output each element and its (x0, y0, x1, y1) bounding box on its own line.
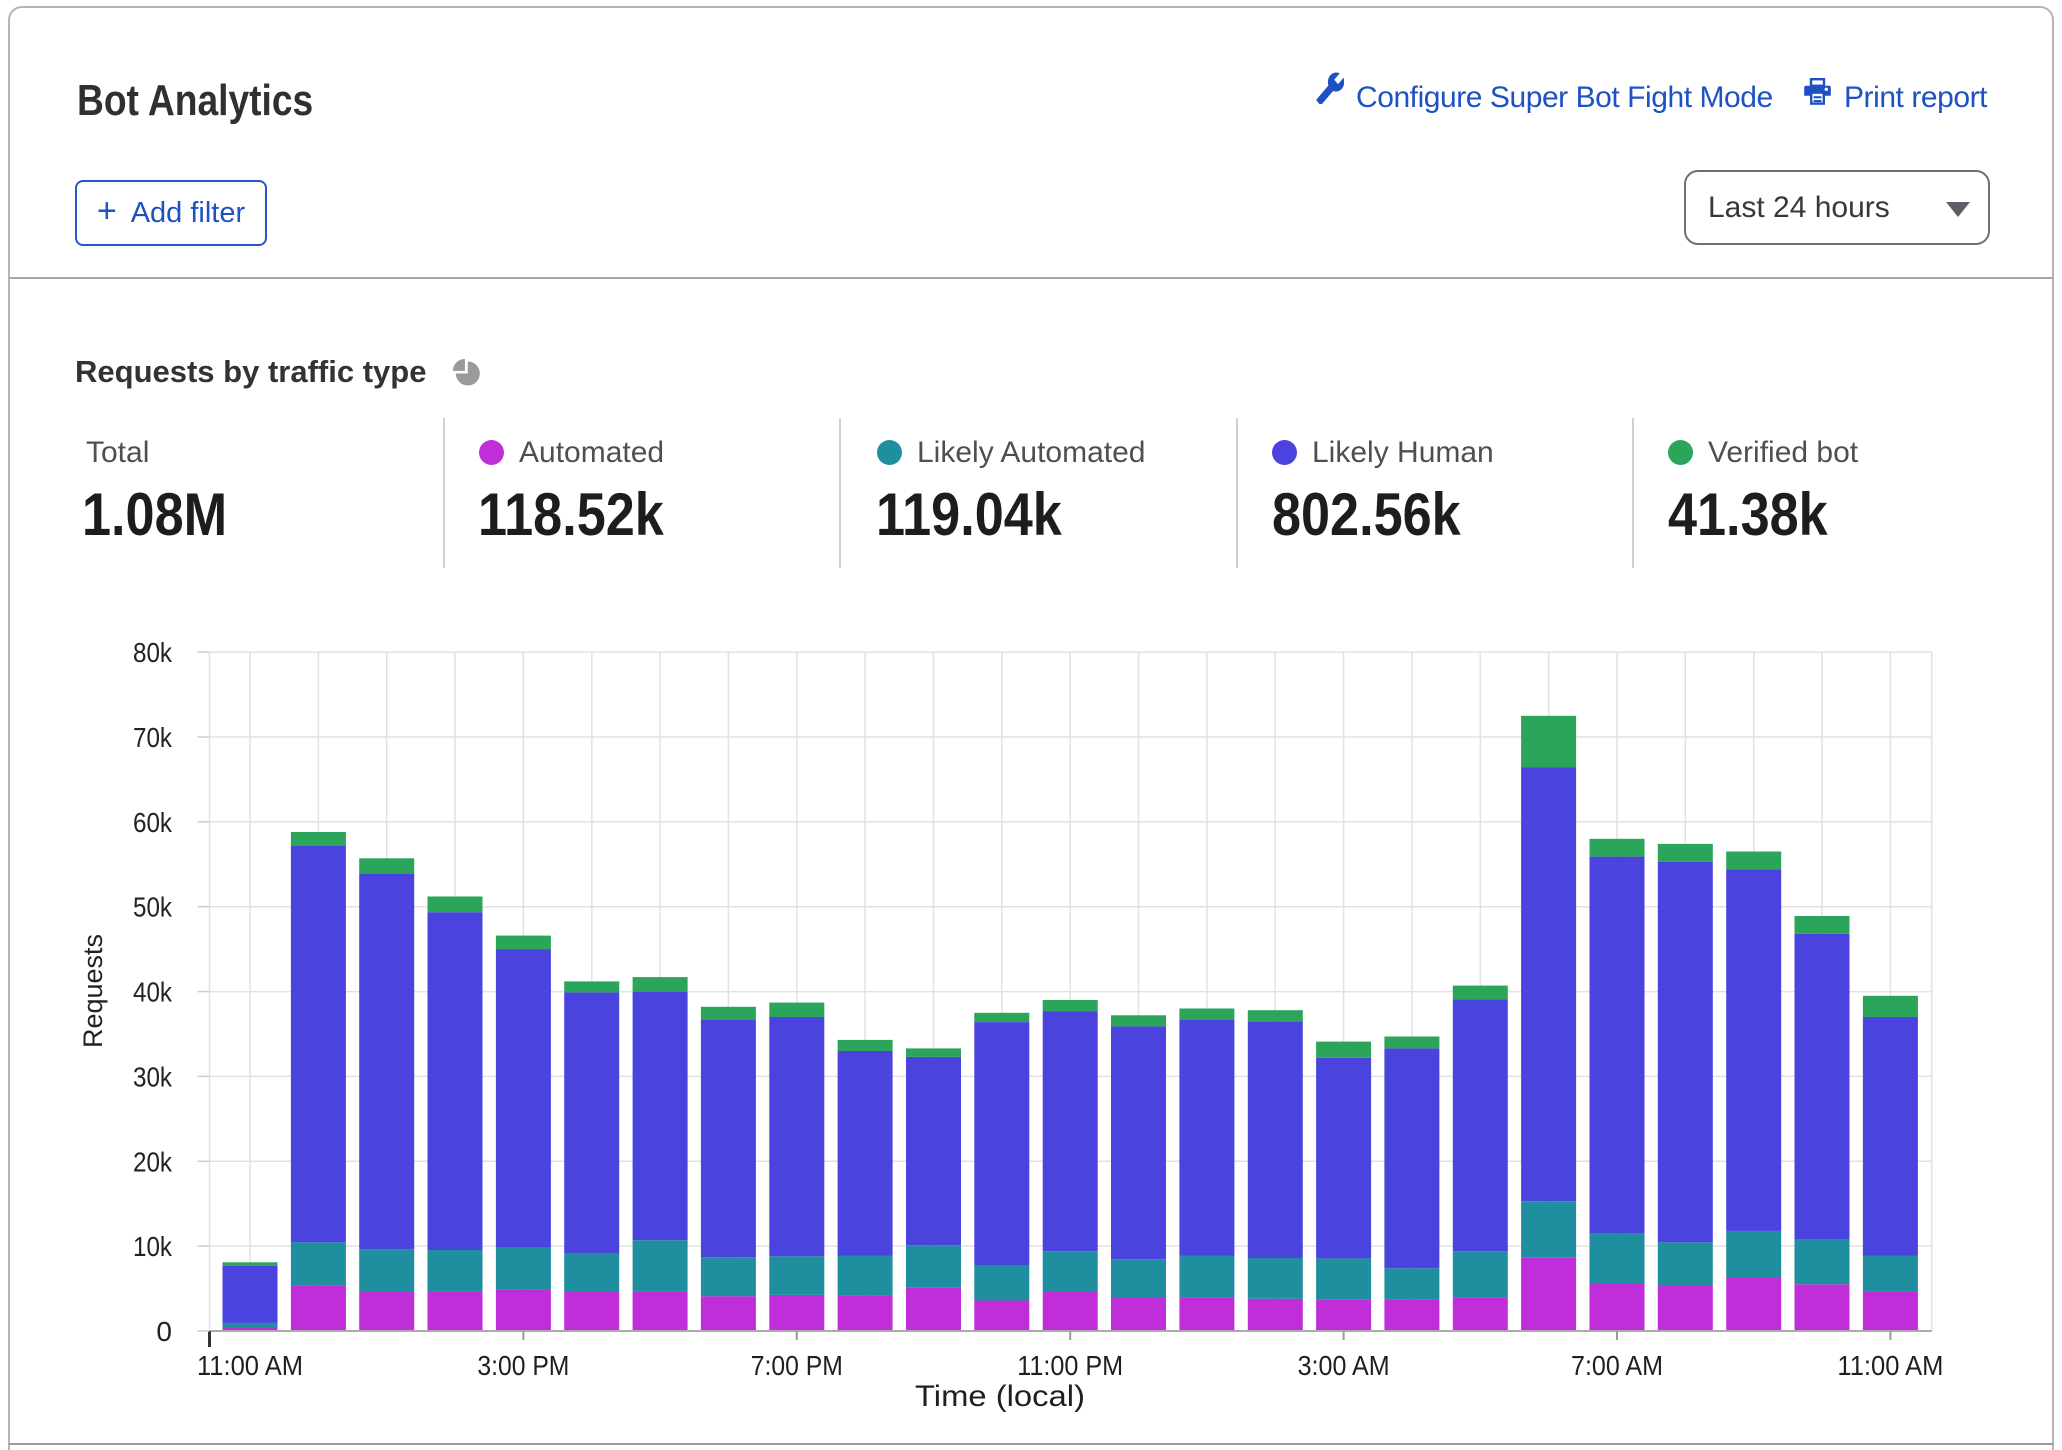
svg-text:40k: 40k (133, 977, 173, 1008)
svg-text:0: 0 (156, 1316, 172, 1347)
svg-text:Time (local): Time (local) (915, 1380, 1085, 1413)
svg-text:10k: 10k (133, 1231, 173, 1262)
svg-text:11:00 AM: 11:00 AM (197, 1350, 303, 1381)
svg-text:7:00 AM: 7:00 AM (1571, 1350, 1663, 1381)
svg-text:3:00 AM: 3:00 AM (1298, 1350, 1390, 1381)
svg-text:11:00 PM: 11:00 PM (1017, 1350, 1123, 1381)
svg-text:30k: 30k (133, 1061, 173, 1092)
svg-text:11:00 AM: 11:00 AM (1837, 1350, 1943, 1381)
svg-text:80k: 80k (133, 637, 173, 668)
svg-text:20k: 20k (133, 1146, 173, 1177)
svg-text:3:00 PM: 3:00 PM (477, 1350, 569, 1381)
svg-text:7:00 PM: 7:00 PM (751, 1350, 843, 1381)
svg-text:60k: 60k (133, 807, 173, 838)
svg-text:50k: 50k (133, 892, 173, 923)
svg-text:Requests: Requests (78, 934, 108, 1048)
svg-text:70k: 70k (133, 722, 173, 753)
